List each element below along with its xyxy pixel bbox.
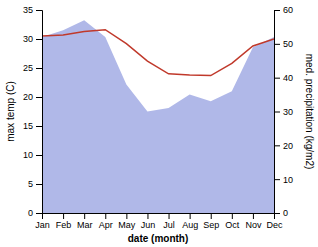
x-tick-label: Aug bbox=[182, 220, 198, 230]
y-tick-mark bbox=[36, 155, 42, 156]
y-tick-mark bbox=[36, 10, 42, 11]
x-tick-label: Jul bbox=[163, 220, 175, 230]
y2-tick-label: 0 bbox=[283, 208, 288, 218]
y2-tick: 60 bbox=[274, 5, 293, 15]
y2-tick: 20 bbox=[274, 141, 293, 151]
x-tick-mark bbox=[147, 213, 148, 219]
y2-tick: 50 bbox=[274, 39, 293, 49]
y-tick-label: 0 bbox=[28, 208, 33, 218]
x-tick: Jul bbox=[163, 213, 175, 230]
y2-tick-label: 40 bbox=[283, 73, 293, 83]
y-tick-label: 5 bbox=[28, 179, 33, 189]
y2-tick-mark bbox=[274, 145, 280, 146]
y2-axis-line bbox=[275, 11, 281, 214]
y2-tick-mark bbox=[274, 10, 280, 11]
y2-axis-title: med. precipitation (kg/m2) bbox=[304, 54, 315, 170]
x-tick: Mar bbox=[77, 213, 93, 230]
x-tick-label: Sep bbox=[203, 220, 219, 230]
y-tick-mark bbox=[36, 213, 42, 214]
x-tick: Dec bbox=[266, 213, 283, 230]
x-axis-title: date (month) bbox=[128, 233, 189, 244]
y-tick-mark bbox=[36, 126, 42, 127]
y2-tick-label: 50 bbox=[283, 39, 293, 49]
y2-tick-mark bbox=[274, 213, 280, 214]
y-tick: 10 bbox=[23, 150, 42, 160]
plot: JanFebMarAprMayJunJulAugSepOctNovDec0510… bbox=[23, 5, 293, 230]
y-tick: 5 bbox=[28, 179, 42, 189]
y-tick: 15 bbox=[23, 121, 42, 131]
y-tick-label: 20 bbox=[23, 92, 33, 102]
y-tick: 35 bbox=[23, 5, 42, 15]
y2-tick-label: 10 bbox=[283, 175, 293, 185]
y-tick-label: 30 bbox=[23, 34, 33, 44]
x-tick: Apr bbox=[99, 213, 113, 230]
x-tick-label: May bbox=[118, 220, 136, 230]
x-axis: Jan Feb Mar Apr May Jun Jul Aug Sep Oct Nov Dec bbox=[35, 213, 283, 230]
y-tick: 25 bbox=[23, 63, 42, 73]
x-tick-label: Nov bbox=[245, 220, 262, 230]
x-tick-mark bbox=[105, 213, 106, 219]
y2-tick-label: 30 bbox=[283, 107, 293, 117]
x-tick: Nov bbox=[245, 213, 262, 230]
x-tick: Sep bbox=[203, 213, 219, 230]
x-tick: Oct bbox=[225, 213, 240, 230]
x-tick-label: Apr bbox=[99, 220, 113, 230]
x-tick-label: Oct bbox=[225, 220, 240, 230]
x-tick: Aug bbox=[182, 213, 198, 230]
x-tick-label: Jun bbox=[141, 220, 156, 230]
x-tick-mark bbox=[211, 213, 212, 219]
x-tick-label: Dec bbox=[266, 220, 283, 230]
x-tick: Jun bbox=[141, 213, 156, 230]
x-tick-mark bbox=[169, 213, 170, 219]
y-axis-line bbox=[36, 11, 43, 214]
y2-tick: 10 bbox=[274, 175, 293, 185]
x-tick: May bbox=[118, 213, 136, 230]
x-tick-label: Feb bbox=[56, 220, 72, 230]
y-tick-mark bbox=[36, 184, 42, 185]
y2-tick: 40 bbox=[274, 73, 293, 83]
y-tick-mark bbox=[36, 97, 42, 98]
y-tick-label: 35 bbox=[23, 5, 33, 15]
x-tick: Jan bbox=[35, 213, 50, 230]
y2-tick-mark bbox=[274, 78, 280, 79]
x-tick: Feb bbox=[56, 213, 72, 230]
y-tick-label: 15 bbox=[23, 121, 33, 131]
y2-tick-label: 20 bbox=[283, 141, 293, 151]
x-tick-mark bbox=[190, 213, 191, 219]
marks bbox=[42, 20, 274, 213]
y-tick: 0 bbox=[28, 208, 42, 218]
y-axis-title: max temp (C) bbox=[5, 81, 16, 142]
area bbox=[42, 20, 274, 213]
y2-tick-mark bbox=[274, 179, 280, 180]
x-tick-mark bbox=[126, 213, 127, 219]
y-tick-mark bbox=[36, 39, 42, 40]
y2-tick-mark bbox=[274, 44, 280, 45]
line bbox=[42, 30, 274, 76]
y-tick-label: 10 bbox=[23, 150, 33, 160]
chart: JanFebMarAprMayJunJulAugSepOctNovDec0510… bbox=[0, 0, 318, 247]
y2-axis: 0 10 20 30 40 50 60 bbox=[274, 5, 293, 218]
x-tick-label: Mar bbox=[77, 220, 93, 230]
y2-tick: 30 bbox=[274, 107, 293, 117]
x-tick-mark bbox=[232, 213, 233, 219]
x-tick-mark bbox=[84, 213, 85, 219]
x-tick-label: Jan bbox=[35, 220, 50, 230]
y-tick-label: 25 bbox=[23, 63, 33, 73]
y-tick-mark bbox=[36, 68, 42, 69]
y2-tick: 0 bbox=[274, 208, 288, 218]
y-tick: 30 bbox=[23, 34, 42, 44]
y-axis: 0 5 10 15 20 25 30 35 bbox=[23, 5, 43, 218]
y2-tick-mark bbox=[274, 112, 280, 113]
x-axis-line bbox=[43, 214, 275, 220]
y2-tick-label: 60 bbox=[283, 5, 293, 15]
x-tick-mark bbox=[63, 213, 64, 219]
x-tick-mark bbox=[253, 213, 254, 219]
y-tick: 20 bbox=[23, 92, 42, 102]
